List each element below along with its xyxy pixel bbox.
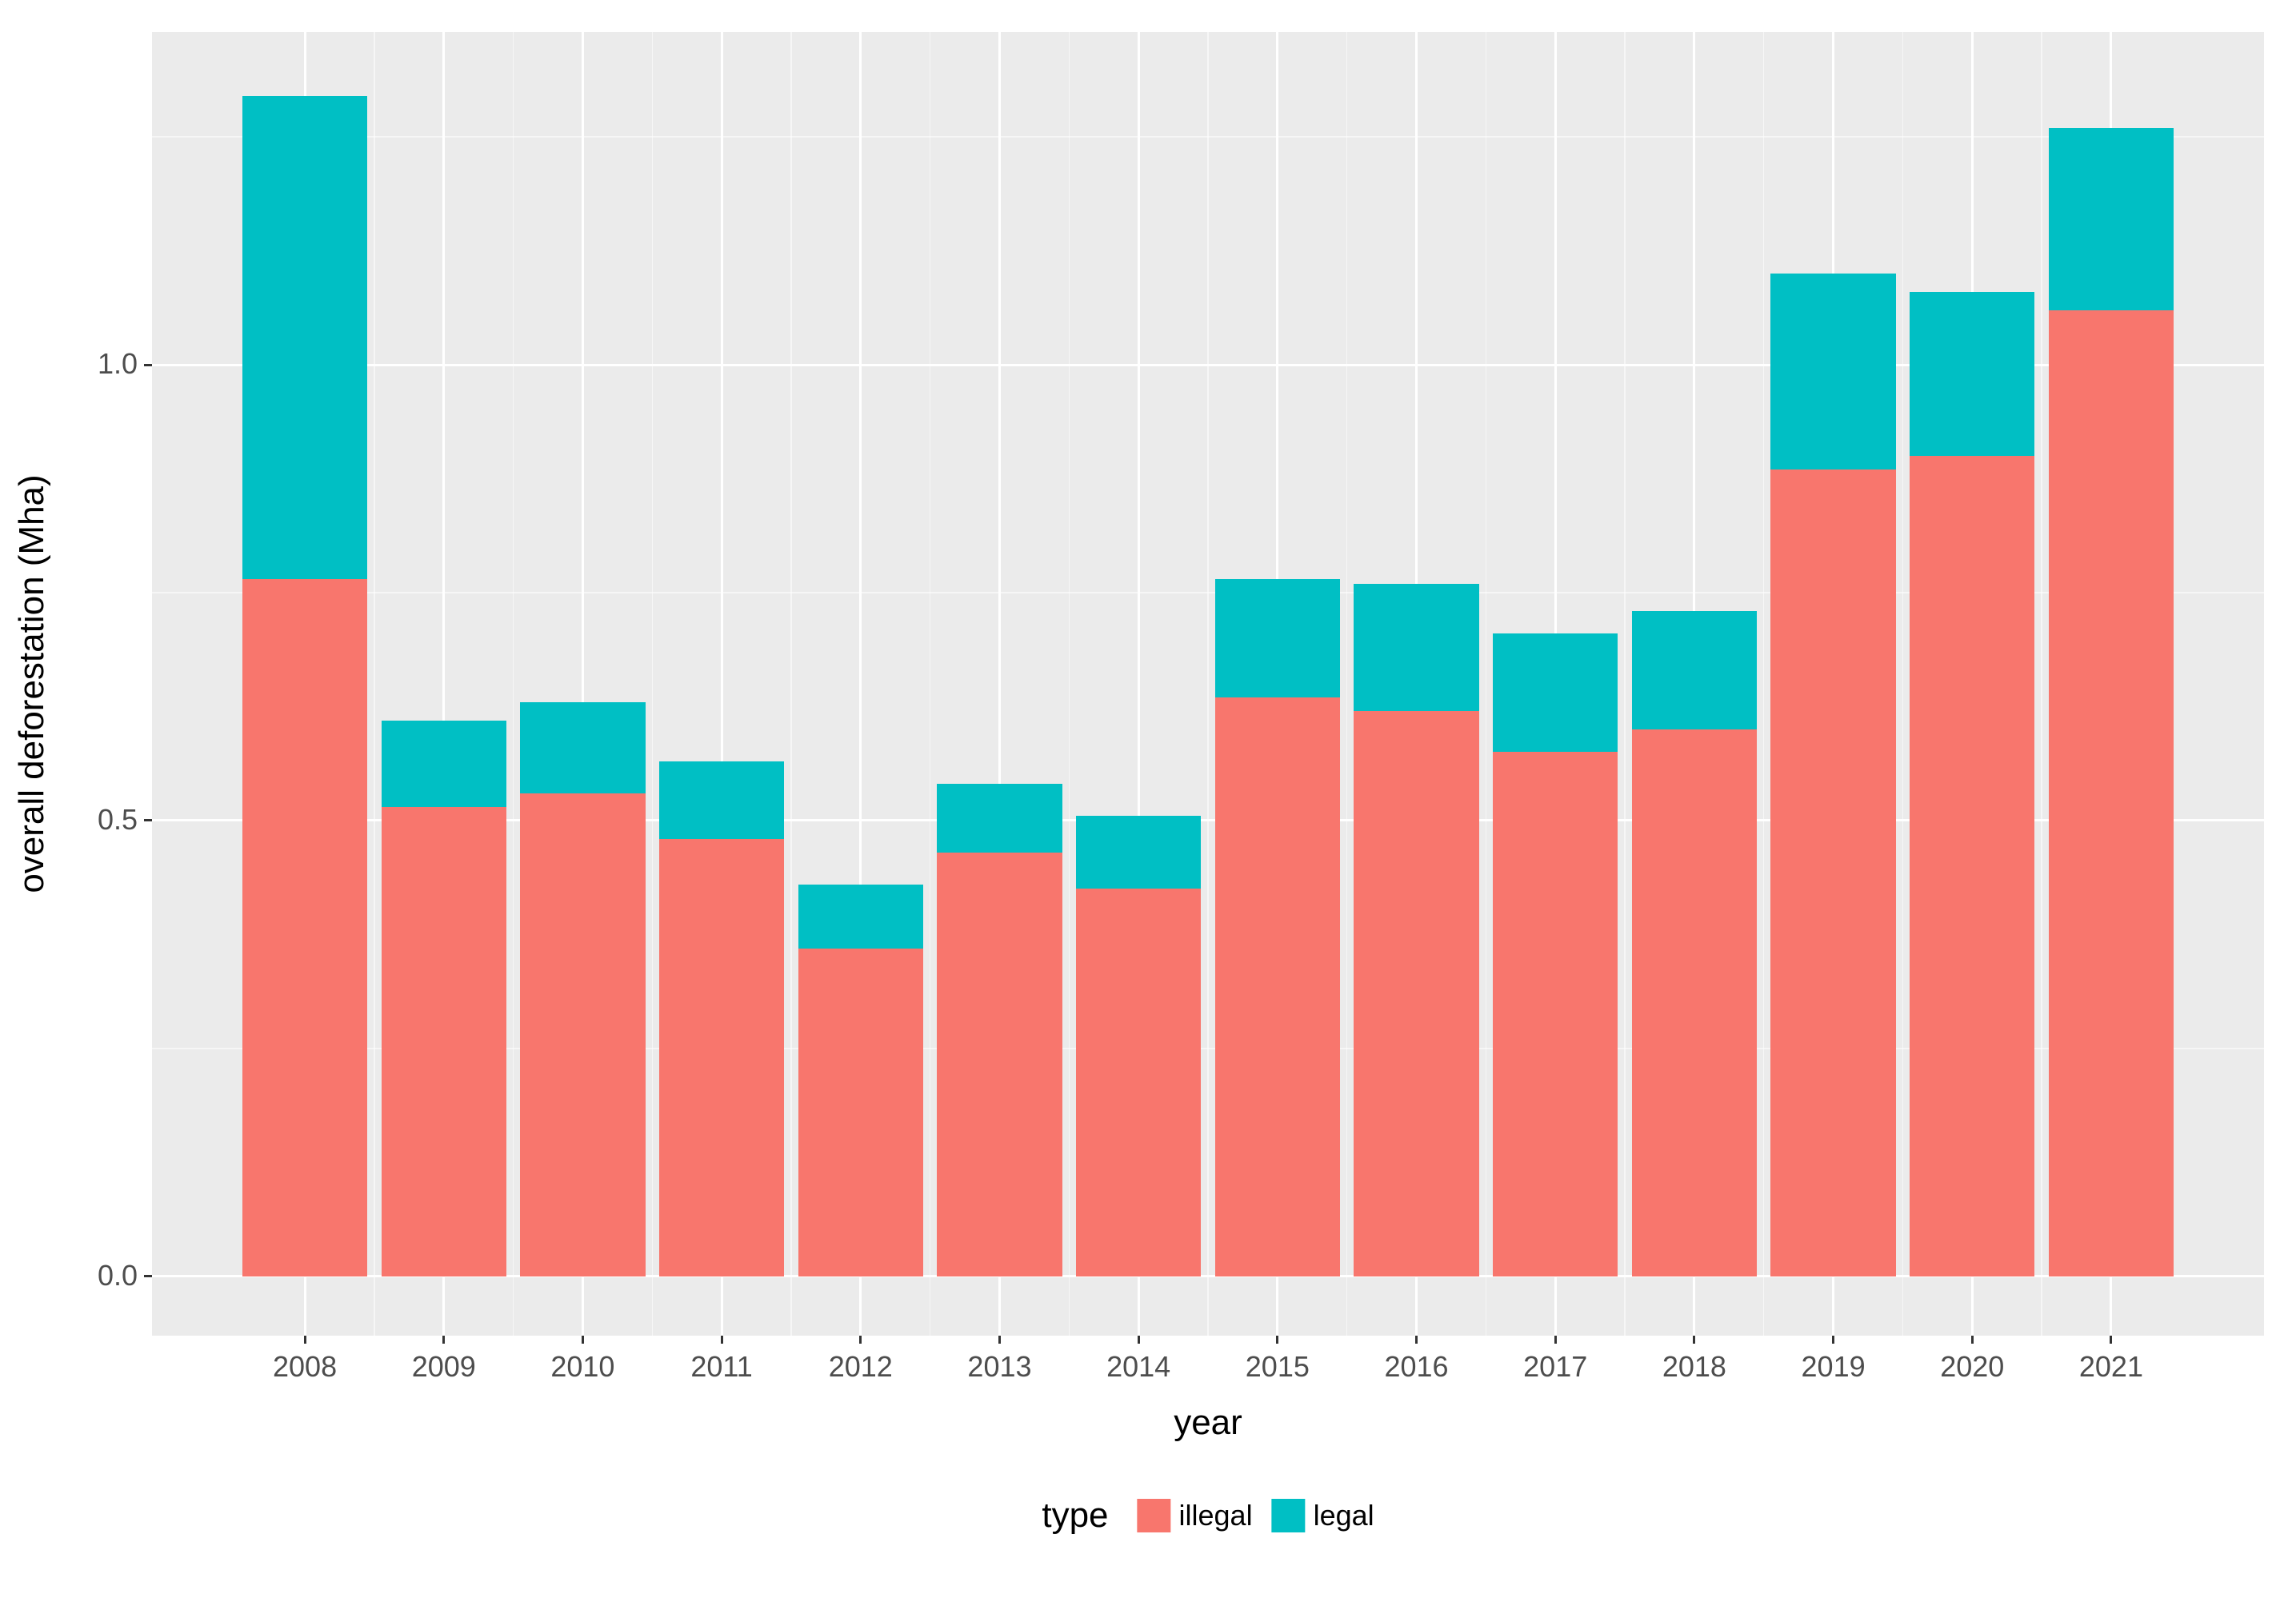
grid-minor-v [1624,32,1626,1336]
bar-illegal [1215,697,1340,1276]
bar-illegal [382,807,506,1276]
xtick-label: 2021 [2047,1350,2175,1384]
xtick [1138,1336,1140,1344]
bar-illegal [1076,889,1201,1276]
xtick [1971,1336,1974,1344]
legend-label: legal [1314,1499,1374,1532]
xtick-label: 2010 [518,1350,646,1384]
legend-label: illegal [1179,1499,1253,1532]
xtick [721,1336,723,1344]
bar-legal [659,761,784,839]
bar-illegal [1910,456,2034,1276]
ytick [144,364,152,366]
bar-illegal [1770,469,1895,1276]
bar-legal [1770,274,1895,469]
bar-illegal [1493,752,1618,1276]
legend-item-illegal: illegal [1138,1499,1253,1532]
grid-minor-v [1069,32,1070,1336]
ytick-label: 1.0 [50,347,138,381]
bar-illegal [1354,711,1478,1276]
xtick [1415,1336,1418,1344]
xtick-label: 2018 [1630,1350,1758,1384]
bar-legal [520,702,645,793]
xtick [304,1336,306,1344]
xtick [1276,1336,1278,1344]
x-axis-title: year [152,1403,2264,1443]
grid-minor-v [2041,32,2042,1336]
ytick-label: 0.5 [50,803,138,837]
xtick [1693,1336,1695,1344]
bar-illegal [937,853,1062,1276]
xtick-label: 2011 [658,1350,786,1384]
bar-illegal [242,579,367,1276]
bar-legal [798,885,923,949]
grid-minor-v [652,32,654,1336]
xtick [1832,1336,1834,1344]
bar-legal [1215,579,1340,697]
xtick [442,1336,445,1344]
xtick [582,1336,584,1344]
grid-minor-v [930,32,931,1336]
ytick [144,1275,152,1277]
grid-minor-v [1346,32,1348,1336]
xtick-label: 2012 [797,1350,925,1384]
bar-illegal [520,793,645,1276]
xtick [1554,1336,1557,1344]
bar-legal [242,96,367,579]
chart-container: 0.0 0.5 1.0 2008 2009 2010 2011 2012 2013 2014 201… [0,0,2296,1606]
xtick-label: 2009 [380,1350,508,1384]
bar-legal [2049,128,2174,310]
xtick-label: 2017 [1491,1350,1619,1384]
xtick-label: 2016 [1353,1350,1481,1384]
bar-legal [382,721,506,807]
ytick [144,819,152,821]
grid-minor-v [1486,32,1487,1336]
xtick-label: 2014 [1074,1350,1202,1384]
bar-legal [1354,584,1478,712]
bar-legal [1493,633,1618,752]
xtick-label: 2019 [1770,1350,1898,1384]
grid-minor-v [1902,32,1904,1336]
bar-legal [937,784,1062,852]
bar-legal [1632,611,1757,729]
xtick-label: 2013 [935,1350,1063,1384]
grid-minor-v [1763,32,1765,1336]
bar-legal [1910,292,2034,456]
grid-minor-v [1207,32,1209,1336]
xtick [859,1336,862,1344]
xtick-label: 2020 [1908,1350,2036,1384]
xtick-label: 2015 [1214,1350,1342,1384]
bar-illegal [798,949,923,1276]
xtick [2110,1336,2112,1344]
grid-minor-v [374,32,375,1336]
bar-legal [1076,816,1201,889]
bar-illegal [2049,310,2174,1276]
legend-key-legal [1272,1499,1306,1532]
legend-key-illegal [1138,1499,1171,1532]
bar-illegal [659,839,784,1276]
legend-title: type [1042,1496,1108,1536]
xtick [998,1336,1001,1344]
bar-illegal [1632,729,1757,1276]
xtick-label: 2008 [241,1350,369,1384]
legend: type illegal legal [1042,1496,1374,1536]
y-axis-title: overall deforestation (Mha) [12,474,52,893]
grid-minor-v [513,32,514,1336]
ytick-label: 0.0 [50,1259,138,1292]
grid-minor-v [790,32,792,1336]
legend-item-legal: legal [1272,1499,1374,1532]
